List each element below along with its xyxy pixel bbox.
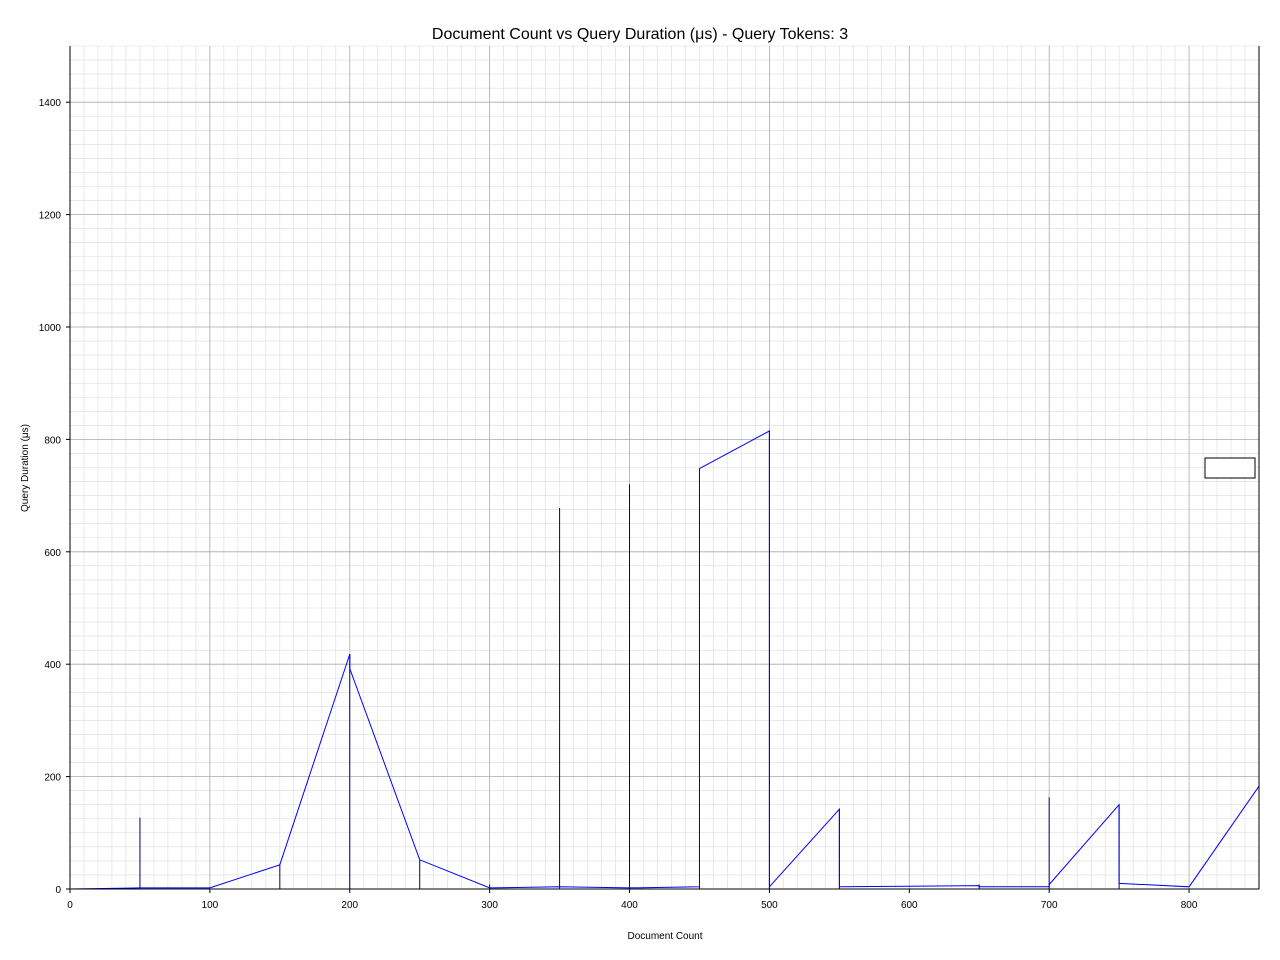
- x-tick-label: 700: [1041, 900, 1058, 911]
- spike-lines: [139, 430, 1120, 889]
- y-tick-label: 0: [55, 885, 61, 896]
- x-tick-label: 600: [901, 900, 918, 911]
- x-tick-label: 0: [67, 900, 73, 911]
- x-tick-label: 400: [621, 900, 638, 911]
- x-tick-label: 300: [481, 900, 498, 911]
- x-tick-label: 800: [1181, 900, 1198, 911]
- y-tick-label: 1400: [39, 98, 62, 109]
- legend-box: [1204, 457, 1256, 479]
- y-axis-title: Query Duration (μs): [20, 424, 31, 512]
- series-line: [69, 430, 1260, 890]
- x-tick-label: 200: [341, 900, 358, 911]
- axes: [69, 46, 1260, 890]
- x-axis-ticks: 0 100 200 300 400 500 600 700 800: [67, 889, 1198, 911]
- y-tick-label: 800: [44, 435, 61, 446]
- y-tick-label: 400: [44, 660, 61, 671]
- series-lines: [69, 430, 1260, 890]
- x-tick-label: 500: [761, 900, 778, 911]
- y-tick-label: 1200: [39, 211, 62, 222]
- chart-title: Document Count vs Query Duration (μs) - …: [432, 26, 848, 43]
- grid: [69, 45, 1260, 890]
- y-axis-ticks: 0 200 400 600 800 1000 1200 1400: [39, 98, 70, 896]
- x-axis-title: Document Count: [627, 931, 702, 942]
- y-tick-label: 1000: [39, 323, 62, 334]
- x-tick-label: 100: [202, 900, 219, 911]
- y-tick-label: 600: [44, 548, 61, 559]
- y-tick-label: 200: [44, 773, 61, 784]
